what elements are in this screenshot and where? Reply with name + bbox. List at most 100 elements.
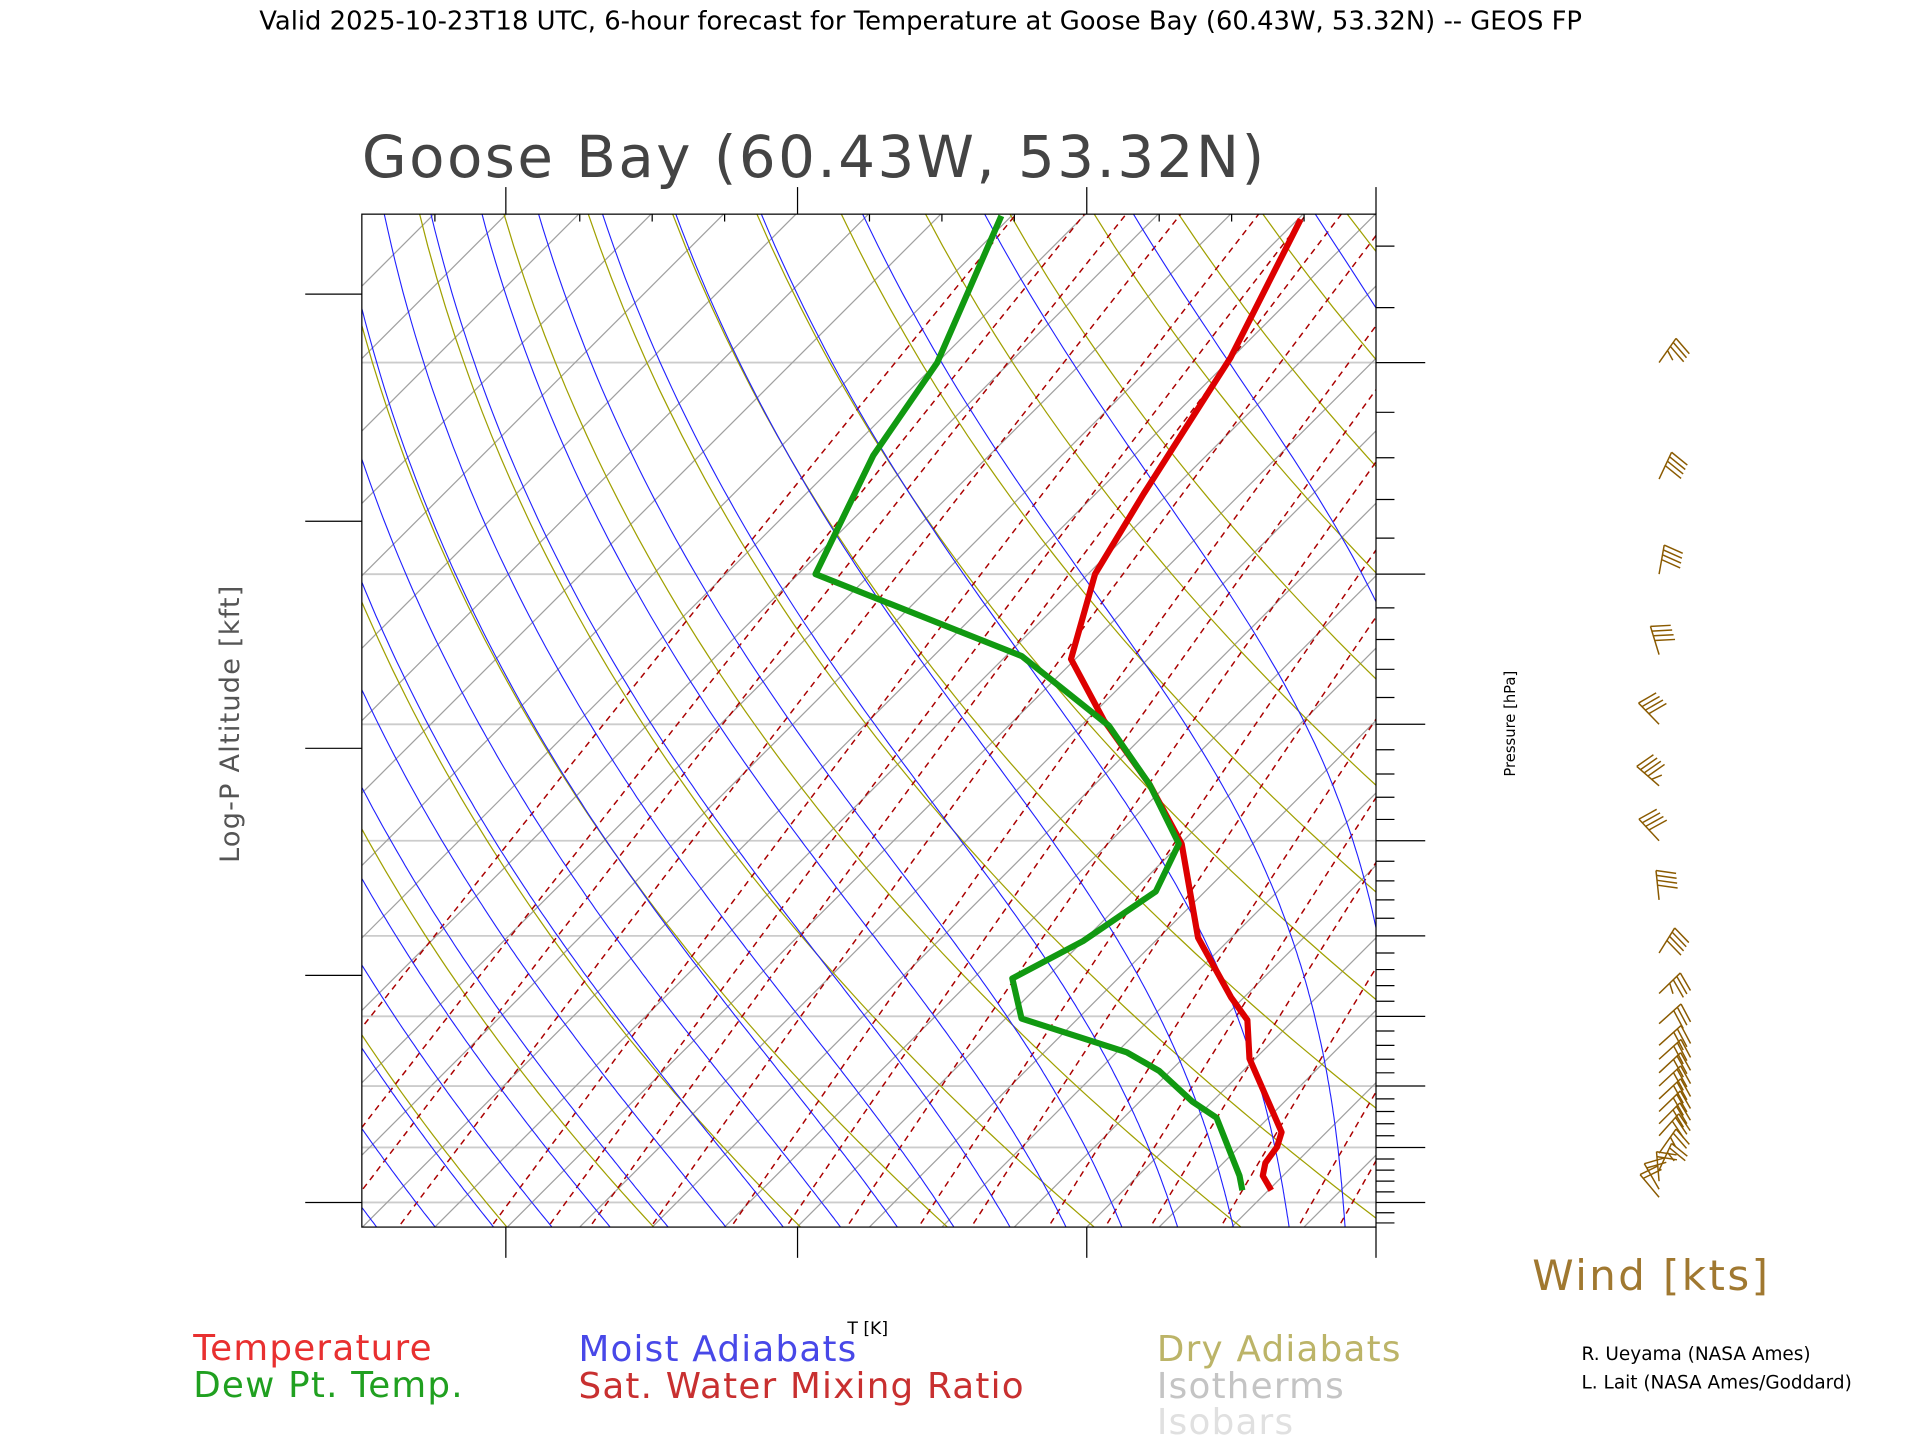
wind-barb-flag	[1638, 808, 1658, 820]
moist-adiabat-line	[383, 214, 955, 1228]
dry-adiabat-line	[840, 214, 1376, 893]
moist-adiabat-line	[361, 1127, 436, 1228]
wind-barb	[1658, 337, 1690, 364]
wind-barb-flag	[1648, 702, 1667, 715]
wind-barb	[1638, 692, 1667, 725]
isotherm-line	[361, 214, 652, 505]
wind-barb-flag	[1672, 1109, 1685, 1128]
x-axis-label: T [K]	[846, 1319, 888, 1339]
isotherm-line	[361, 214, 1015, 867]
moist-adiabat-line	[675, 214, 1234, 1228]
isotherm-line	[361, 214, 870, 722]
wind-barb	[1639, 1165, 1662, 1198]
wind-barb-flag	[1638, 692, 1657, 704]
legend-temperature: Temperature	[192, 1328, 433, 1369]
y-axis-label: Log-P Altitude [kft]	[215, 584, 246, 862]
wind-barb-flag	[1657, 884, 1678, 889]
moist-adiabat-line	[538, 214, 1123, 1228]
moist-adiabat-line	[984, 214, 1376, 931]
mixing-ratio-line	[785, 388, 1376, 1228]
wind-barb-flag	[1663, 544, 1684, 555]
wind-barb	[1636, 754, 1665, 787]
isotherm-line	[868, 719, 1376, 1228]
moist-adiabat-line	[361, 688, 727, 1228]
wind-barb-flag	[1645, 699, 1664, 711]
mixing-ratio-line	[397, 214, 1182, 1228]
wind-barb-flag	[1676, 1055, 1688, 1075]
wind-barb-flag	[1674, 927, 1690, 944]
wind-barb	[1658, 1025, 1692, 1051]
wind-barb-flag	[1651, 774, 1663, 780]
isotherm-line	[506, 357, 1376, 1228]
isotherm-line	[361, 214, 797, 650]
wind-barb-flag	[1680, 1065, 1692, 1084]
dry-adiabat-line	[1567, 176, 1920, 1232]
wind-barb-flag	[1672, 1132, 1688, 1149]
dry-adiabat-line	[361, 1033, 508, 1228]
wind-barb	[1658, 972, 1692, 998]
wind-barb-flag	[1656, 1155, 1678, 1161]
mixing-ratio-line	[1337, 1159, 1376, 1228]
dry-adiabat-line	[1815, 176, 1920, 1232]
wind-barb-flag	[1636, 754, 1654, 767]
legend-dry: Dry Adiabats	[1157, 1329, 1402, 1370]
wind-barbs	[1636, 337, 1692, 1198]
isotherm-line	[361, 214, 580, 432]
legend-mixing: Sat. Water Mixing Ratio	[578, 1366, 1024, 1407]
wind-barb-flag	[1639, 1165, 1659, 1176]
dry-adiabat-line	[672, 214, 1376, 1109]
wind-barb-flag	[1680, 1039, 1692, 1058]
wind-barb-flag	[1669, 1147, 1686, 1162]
moist-adiabat-line	[361, 580, 785, 1228]
wind-barb-flag	[1666, 460, 1684, 475]
moist-adiabat-line	[361, 306, 899, 1228]
dry-adiabat-line	[1732, 176, 1920, 1232]
isotherm-line	[0, 176, 182, 1232]
wind-barb	[1649, 624, 1676, 655]
moist-adiabat-line	[361, 1206, 378, 1228]
isotherm-line	[361, 214, 508, 360]
wind-barb-staff	[1658, 972, 1681, 995]
isotherm-line	[361, 214, 725, 577]
wind-barb-flag	[1666, 350, 1674, 361]
wind-barb-flag	[1676, 976, 1688, 995]
mixing-ratio-line	[361, 214, 1018, 1029]
wind-barb-flag	[1676, 1006, 1688, 1026]
wind-barb-staff	[1658, 927, 1676, 954]
dry-adiabat-line	[0, 176, 365, 1232]
dry-adiabat-line	[1093, 214, 1376, 574]
wind-barb-staff	[1649, 626, 1660, 655]
wind-barb-flag	[1675, 337, 1690, 355]
wind-barb-flag	[1651, 629, 1673, 632]
isotherm-line	[1516, 176, 1920, 1232]
wind-barb-flag	[1672, 1097, 1685, 1116]
wind-barb-flag	[1641, 812, 1661, 824]
wind-barb-flag	[1672, 979, 1685, 998]
mixing-ratio-line	[1551, 176, 1920, 1232]
isotherm-line	[0, 176, 327, 1232]
axes	[305, 187, 1426, 1258]
mixing-ratio-line	[970, 615, 1376, 1228]
wind-barb-flag	[1662, 554, 1682, 564]
dewpoint-line	[812, 214, 1246, 1191]
wind-barb-flag	[1643, 760, 1662, 774]
isotherm-line	[1230, 1081, 1376, 1228]
temperature-line	[1067, 217, 1304, 1192]
dry-adiabat-line	[1262, 214, 1376, 361]
wind-barb	[1638, 808, 1668, 842]
wind-barb-flag	[1666, 939, 1682, 956]
moist-adiabat-line	[0, 157, 28, 1232]
wind-barb-flag	[1664, 465, 1682, 480]
mixing-ratio-line	[1149, 861, 1376, 1228]
wind-barb-flag	[1656, 879, 1678, 884]
dry-adiabat-line	[361, 600, 802, 1228]
dry-adiabat-line	[503, 214, 1243, 1228]
wind-barb-staff	[1658, 1025, 1682, 1046]
legend: Temperature Dew Pt. Temp. Moist Adiabats…	[192, 1328, 1402, 1440]
wind-barb-flag	[1668, 935, 1685, 952]
wind-barb-flag	[1661, 558, 1681, 569]
wind-barb-flag	[1669, 345, 1685, 363]
moist-adiabat-line	[361, 457, 842, 1228]
wind-barb-flag	[1680, 1003, 1692, 1023]
wind-barb-flag	[1655, 869, 1677, 875]
